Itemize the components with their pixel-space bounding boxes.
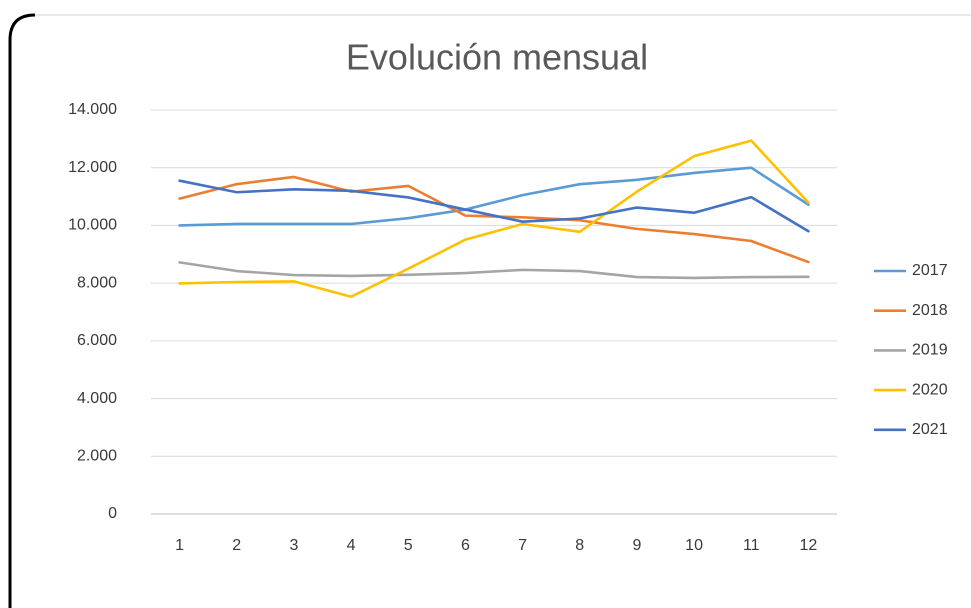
x-tick-label: 5 xyxy=(404,537,413,554)
x-tick-label: 8 xyxy=(575,537,584,554)
series-line xyxy=(178,166,810,227)
chart-area xyxy=(9,14,971,608)
series-line xyxy=(178,179,810,233)
legend-label: 2020 xyxy=(912,381,948,398)
chart-border xyxy=(8,13,36,608)
x-tick-label: 12 xyxy=(800,537,818,554)
legend-label: 2017 xyxy=(912,262,948,279)
y-tick-label: 14.000 xyxy=(68,101,117,118)
y-tick-label: 8.000 xyxy=(77,274,117,291)
x-tick-label: 11 xyxy=(743,537,760,554)
x-tick-label: 10 xyxy=(685,537,703,554)
legend-label: 2019 xyxy=(912,342,948,359)
x-tick-label: 7 xyxy=(518,537,527,554)
y-tick-label: 2.000 xyxy=(77,448,117,465)
y-tick-label: 6.000 xyxy=(77,332,117,349)
y-tick-label: 4.000 xyxy=(77,390,117,407)
x-tick-label: 9 xyxy=(632,537,641,554)
series-line xyxy=(178,261,810,280)
x-tick-label: 4 xyxy=(347,537,356,554)
x-tick-label: 2 xyxy=(232,537,241,554)
x-tick-label: 6 xyxy=(461,537,470,554)
y-tick-label: 0 xyxy=(108,505,117,522)
y-tick-label: 10.000 xyxy=(68,217,117,234)
legend-label: 2018 xyxy=(912,302,948,319)
chart-title: Evolución mensual xyxy=(346,37,648,78)
x-tick-label: 3 xyxy=(289,537,298,554)
y-tick-label: 12.000 xyxy=(68,159,117,176)
x-tick-label: 1 xyxy=(175,537,184,554)
legend-label: 2021 xyxy=(912,421,948,438)
series-line xyxy=(178,139,810,299)
